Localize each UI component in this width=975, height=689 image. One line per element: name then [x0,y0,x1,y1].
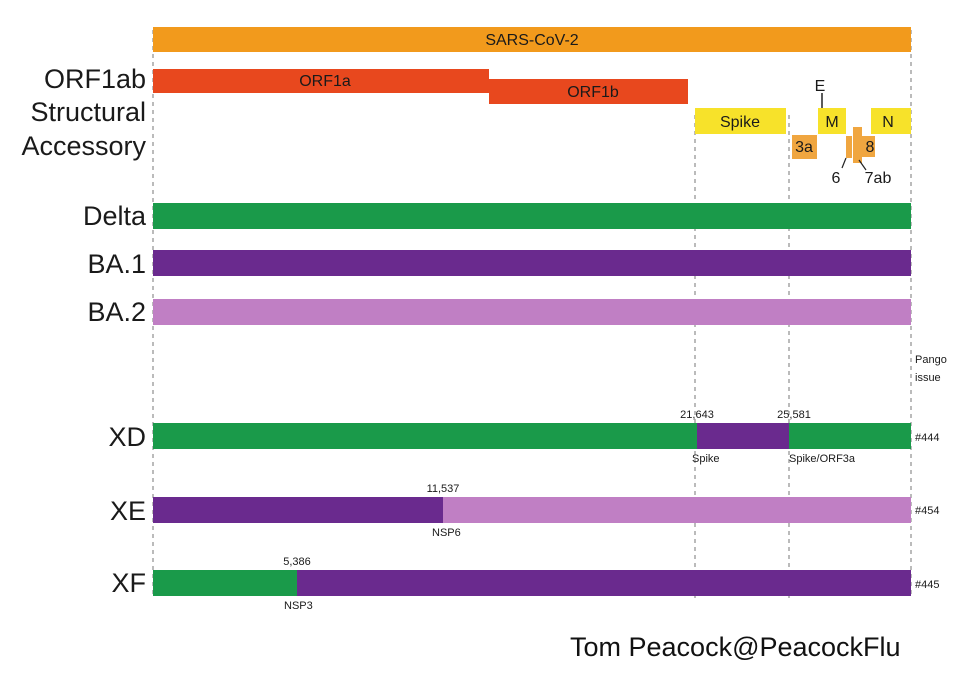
xe-ba1-segment [153,497,443,523]
ba2-label: BA.2 [87,297,146,327]
structural-row-label: Structural [30,97,146,127]
sars-cov-2-label: SARS-CoV-2 [485,32,578,49]
orf1b-label: ORF1b [567,84,619,101]
orf8-label: 8 [866,139,875,156]
e-gene-label: E [815,78,826,95]
accessory-row-label: Accessory [21,131,146,161]
xd-region-2: Spike/ORF3a [789,453,856,465]
xd-delta-segment-1 [153,423,697,449]
delta-label: Delta [83,201,147,231]
author-credit: Tom Peacock@PeacockFlu [570,632,901,662]
delta-bar [153,203,911,229]
xe-ba2-segment [443,497,911,523]
ba2-bar [153,299,911,325]
ba1-label: BA.1 [87,249,146,279]
spike-gene [695,108,786,134]
n-gene-label: N [882,114,894,131]
xe-region-1: NSP6 [432,527,461,539]
xd-issue: #444 [915,432,939,444]
m-gene [818,108,846,134]
orf6-label: 6 [832,170,841,187]
orf3a-gene [792,135,817,159]
orf7ab-label: 7ab [865,170,892,187]
xf-issue: #445 [915,579,939,591]
orf1ab-row-label: ORF1ab [44,64,146,94]
xf-delta-segment [153,570,297,596]
xd-ba1-segment [697,423,789,449]
xd-breakpoint-1: 21,643 [680,409,714,421]
orf8-gene [862,136,875,157]
xf-region-1: NSP3 [284,600,313,612]
xf-breakpoint-1: 5,386 [283,556,311,568]
orf7ab-leader [858,159,867,171]
orf1a-bar [153,69,489,93]
orf6-leader [841,157,847,169]
xe-issue: #454 [915,505,939,517]
xe-label: XE [110,496,146,526]
xd-label: XD [108,422,146,452]
orf7ab-gene [853,127,862,163]
xd-delta-segment-2 [789,423,911,449]
n-gene [871,108,911,134]
pango-header-line2: issue [915,372,941,384]
m-gene-label: M [825,114,838,131]
xd-region-1: Spike [692,453,720,465]
xd-breakpoint-2: 25,581 [777,409,811,421]
pango-header-line1: Pango [915,354,947,366]
spike-gene-label: Spike [720,114,760,131]
orf1b-bar [489,79,688,104]
xe-breakpoint-1: 11,537 [427,483,460,495]
ba1-bar [153,250,911,276]
sars-cov-2-bar [153,27,911,52]
orf6-gene [846,136,852,158]
orf1a-label: ORF1a [299,73,351,90]
xf-label: XF [111,568,146,598]
xf-ba1-segment [297,570,911,596]
orf3a-label: 3a [795,139,813,156]
